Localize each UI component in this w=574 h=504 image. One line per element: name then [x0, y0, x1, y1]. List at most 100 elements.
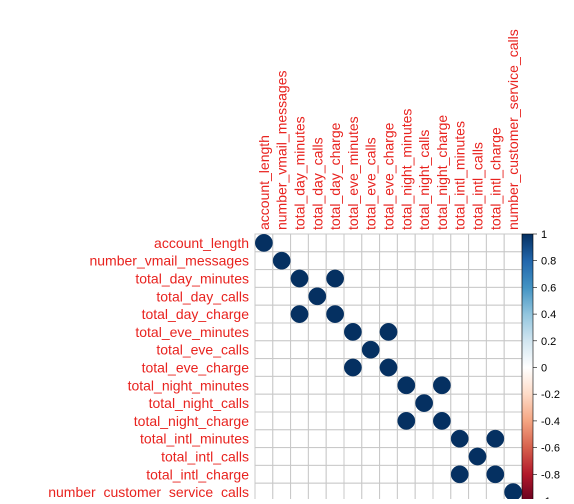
- grid-cell: [432, 322, 452, 342]
- grid-cell: [432, 269, 452, 288]
- correlation-circle: [361, 340, 380, 359]
- grid-cell: [272, 375, 292, 395]
- grid-cell: [450, 340, 470, 360]
- grid-cell: [290, 447, 309, 466]
- grid-cell: [432, 286, 452, 306]
- grid-cell: [414, 482, 434, 502]
- row-label: total_eve_calls: [156, 342, 249, 358]
- grid-cell: [343, 393, 363, 413]
- grid-cell: [325, 358, 345, 377]
- grid-cell: [396, 322, 416, 342]
- grid-cell: [361, 358, 381, 377]
- correlation-circle: [272, 251, 291, 270]
- grid-cell: [254, 251, 274, 271]
- grid-cell: [396, 251, 416, 271]
- grid-cell: [272, 286, 292, 306]
- grid-cell: [468, 340, 487, 360]
- grid-cell: [379, 393, 398, 413]
- correlation-circle: [308, 287, 327, 306]
- grid-cell: [468, 464, 487, 484]
- grid-cell: [468, 251, 487, 271]
- grid-cell: [272, 233, 292, 253]
- color-scale-tick-label: -0.2: [541, 389, 560, 401]
- correlation-circle: [397, 412, 416, 430]
- grid-cell: [432, 482, 452, 502]
- grid-cell: [343, 375, 363, 395]
- grid-cell: [414, 358, 434, 377]
- grid-cell: [414, 304, 434, 324]
- correlation-circle: [433, 412, 451, 430]
- grid-cell: [343, 482, 363, 502]
- correlation-circle: [326, 269, 344, 288]
- grid-cell: [343, 304, 363, 324]
- grid-cell: [361, 233, 381, 253]
- grid-cell: [343, 269, 363, 288]
- grid-cell: [503, 358, 523, 377]
- grid-cell: [432, 393, 452, 413]
- color-scale-legend: 10.80.60.40.20-0.2-0.4-0.6-0.8-1: [521, 229, 560, 504]
- correlation-circle: [486, 429, 505, 448]
- grid-cell: [307, 233, 327, 253]
- grid-cell: [396, 233, 416, 253]
- grid-cell: [307, 447, 327, 466]
- grid-cell: [432, 251, 452, 271]
- grid-cell: [254, 411, 274, 431]
- correlation-circle: [433, 376, 451, 395]
- grid-cell: [290, 375, 309, 395]
- grid-cell: [468, 269, 487, 288]
- grid-cell: [503, 464, 523, 484]
- grid-cell: [272, 393, 292, 413]
- grid-cell: [450, 286, 470, 306]
- grid-cell: [379, 429, 398, 449]
- color-scale-tick-label: 0.4: [541, 309, 556, 321]
- grid-cell: [432, 464, 452, 484]
- correlation-circle: [486, 465, 505, 484]
- grid-cell: [379, 340, 398, 360]
- grid-cell: [290, 251, 309, 271]
- grid-cell: [272, 482, 292, 502]
- grid-cell: [503, 304, 523, 324]
- column-label: total_eve_calls: [363, 137, 379, 230]
- grid-cell: [485, 393, 505, 413]
- grid-cell: [307, 251, 327, 271]
- grid-cell: [468, 482, 487, 502]
- row-label: total_night_charge: [134, 413, 249, 429]
- grid-cell: [325, 393, 345, 413]
- grid-cell: [307, 322, 327, 342]
- grid-cell: [396, 286, 416, 306]
- grid-cell: [503, 286, 523, 306]
- grid-cell: [450, 411, 470, 431]
- grid-cell: [290, 393, 309, 413]
- grid-cell: [432, 304, 452, 324]
- grid-cell: [503, 251, 523, 271]
- grid-cell: [379, 304, 398, 324]
- grid-cell: [290, 358, 309, 377]
- grid-cell: [503, 429, 523, 449]
- correlation-circle: [397, 376, 416, 395]
- grid-cell: [396, 482, 416, 502]
- grid-cell: [485, 286, 505, 306]
- grid-cell: [450, 375, 470, 395]
- grid-cell: [272, 304, 292, 324]
- correlation-circle: [504, 483, 522, 501]
- grid-cell: [468, 304, 487, 324]
- grid-cell: [503, 411, 523, 431]
- grid-cell: [272, 429, 292, 449]
- grid-cell: [254, 482, 274, 502]
- grid-cell: [254, 375, 274, 395]
- grid-cell: [379, 375, 398, 395]
- grid-cell: [307, 304, 327, 324]
- color-scale-tick-label: -0.8: [541, 469, 560, 481]
- row-label: total_intl_charge: [146, 466, 249, 482]
- grid-cell: [325, 251, 345, 271]
- correlation-circle: [379, 358, 398, 377]
- row-label: total_night_minutes: [128, 377, 249, 393]
- grid-cell: [468, 375, 487, 395]
- grid-cell: [272, 358, 292, 377]
- correlation-circle: [326, 305, 344, 323]
- grid-cell: [254, 322, 274, 342]
- color-scale-tick-label: 0.2: [541, 336, 556, 348]
- grid-cell: [396, 464, 416, 484]
- grid-cell: [396, 269, 416, 288]
